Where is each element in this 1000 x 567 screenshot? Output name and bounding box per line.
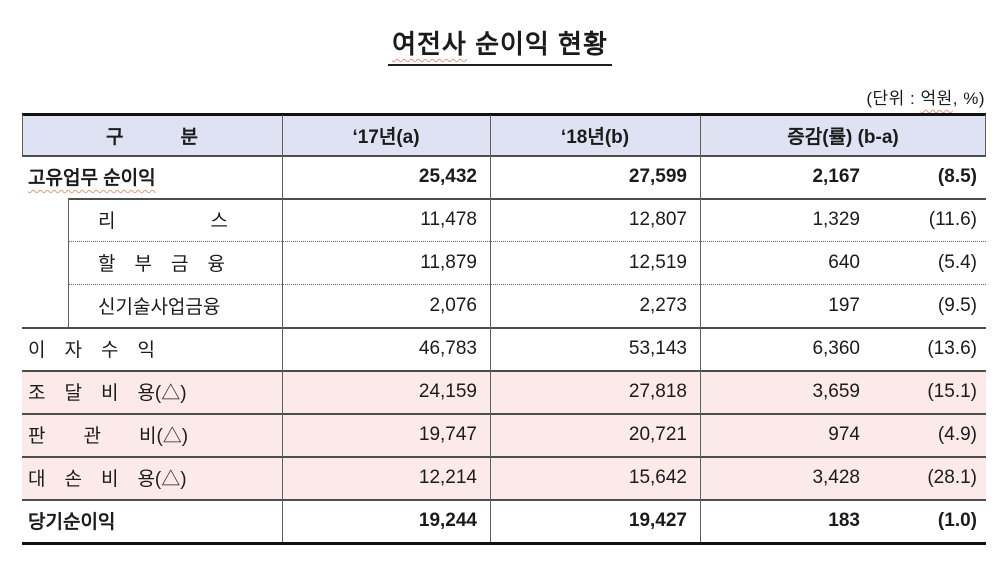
table-top-border: [22, 113, 986, 116]
row-label: 당기순이익: [28, 512, 116, 533]
table-row-net-income: 당기순이익 19,244 19,427 183 (1.0): [22, 499, 986, 542]
row-divider: [22, 456, 986, 458]
value-diff: 2,167: [812, 165, 860, 187]
header-bottom-border: [22, 155, 986, 157]
table-row-core-income: 고유업무 순이익 25,432 27,599 2,167 (8.5): [22, 155, 986, 198]
value-pct: (11.6): [928, 208, 977, 230]
value-pct: (15.1): [927, 380, 977, 402]
value-y17: 24,159: [418, 380, 477, 402]
title-underlined-text: 여전사 순이익 현황: [388, 24, 612, 66]
unit-word: 억원: [920, 89, 953, 108]
value-y18: 27,599: [628, 165, 687, 187]
row-label: 판 관 비(△): [28, 426, 189, 447]
row-divider: [22, 370, 986, 372]
unit-prefix: (단위 :: [866, 89, 921, 108]
table-row-installment-finance: 할 부 금 융 11,879 12,519 640 (5.4): [22, 241, 986, 284]
value-y18: 53,143: [628, 337, 687, 359]
value-y17: 11,478: [420, 208, 477, 230]
value-pct: (8.5): [937, 165, 977, 187]
column-divider: [490, 115, 492, 542]
row-divider: [68, 198, 986, 200]
table-row-funding-cost: 조 달 비 용(△) 24,159 27,818 3,659 (15.1): [22, 370, 986, 413]
row-label: 리 스: [98, 211, 228, 232]
value-diff: 974: [828, 423, 860, 445]
table-row-credit-loss-expense: 대 손 비 용(△) 12,214 15,642 3,428 (28.1): [22, 456, 986, 499]
value-diff: 3,428: [812, 466, 860, 488]
header-diff: 증감(률) (b-a): [787, 126, 899, 148]
value-diff: 183: [828, 509, 860, 531]
value-y17: 2,076: [429, 294, 477, 316]
row-label: 조 달 비 용(△): [28, 383, 187, 404]
value-y18: 27,818: [628, 380, 687, 402]
value-y18: 2,273: [639, 294, 687, 316]
header-right-border: [984, 115, 986, 155]
row-divider: [22, 327, 986, 329]
value-y18: 15,642: [628, 466, 687, 488]
value-diff: 6,360: [812, 337, 860, 359]
value-pct: (13.6): [927, 337, 977, 359]
table-row-sgna-expense: 판 관 비(△) 19,747 20,721 974 (4.9): [22, 413, 986, 456]
table-row-interest-income: 이 자 수 익 46,783 53,143 6,360 (13.6): [22, 327, 986, 370]
column-divider: [700, 115, 702, 542]
value-y18: 12,519: [628, 251, 687, 273]
row-divider: [22, 499, 986, 501]
column-divider: [282, 115, 284, 542]
value-diff: 197: [828, 294, 860, 316]
header-y17: ‘17년(a): [352, 126, 420, 148]
value-y18: 19,427: [628, 509, 687, 531]
value-pct: (28.1): [927, 466, 977, 488]
value-y18: 12,807: [628, 208, 687, 230]
value-y17: 46,783: [418, 337, 477, 359]
title-rest: 순이익 현황: [466, 29, 608, 59]
row-label: 고유업무 순이익: [28, 168, 156, 189]
value-pct: (5.4): [937, 251, 977, 273]
unit-suffix: , %): [952, 89, 985, 108]
title-word1: 여전사: [392, 29, 467, 59]
row-label: 할 부 금 융: [98, 254, 225, 275]
value-y17: 19,244: [418, 509, 477, 531]
table-row-lease: 리 스 11,478 12,807 1,329 (11.6): [22, 198, 986, 241]
page-title: 여전사 순이익 현황: [0, 24, 1000, 66]
unit-note: (단위 : 억원, %): [866, 84, 985, 109]
header-category: 구 분: [106, 126, 198, 148]
table-row-new-tech-finance: 신기술사업금융 2,076 2,273 197 (9.5): [22, 284, 986, 327]
table-header-row: 구 분 ‘17년(a) ‘18년(b) 증감(률) (b-a): [22, 115, 986, 155]
value-pct: (4.9): [937, 423, 977, 445]
value-diff: 3,659: [812, 380, 860, 402]
value-y18: 20,721: [628, 423, 687, 445]
row-divider-dotted: [68, 284, 986, 285]
row-label: 이 자 수 익: [28, 340, 155, 361]
value-y17: 25,432: [418, 165, 477, 187]
header-left-border: [22, 115, 24, 155]
row-label: 대 손 비 용(△): [28, 469, 187, 490]
value-diff: 1,329: [812, 208, 860, 230]
sub-group-left-border: [68, 198, 70, 327]
row-divider-dotted: [68, 241, 986, 242]
value-y17: 12,214: [418, 466, 477, 488]
row-divider: [22, 413, 986, 415]
header-y18: ‘18년(b): [560, 126, 630, 148]
table-bottom-border: [22, 542, 986, 545]
value-y17: 11,879: [420, 251, 477, 273]
value-y17: 19,747: [418, 423, 477, 445]
value-pct: (9.5): [937, 294, 977, 316]
value-diff: 640: [828, 251, 860, 273]
row-label: 신기술사업금융: [98, 297, 221, 318]
value-pct: (1.0): [937, 509, 977, 531]
net-income-table: 구 분 ‘17년(a) ‘18년(b) 증감(률) (b-a) 고유업무 순이익…: [22, 113, 986, 545]
